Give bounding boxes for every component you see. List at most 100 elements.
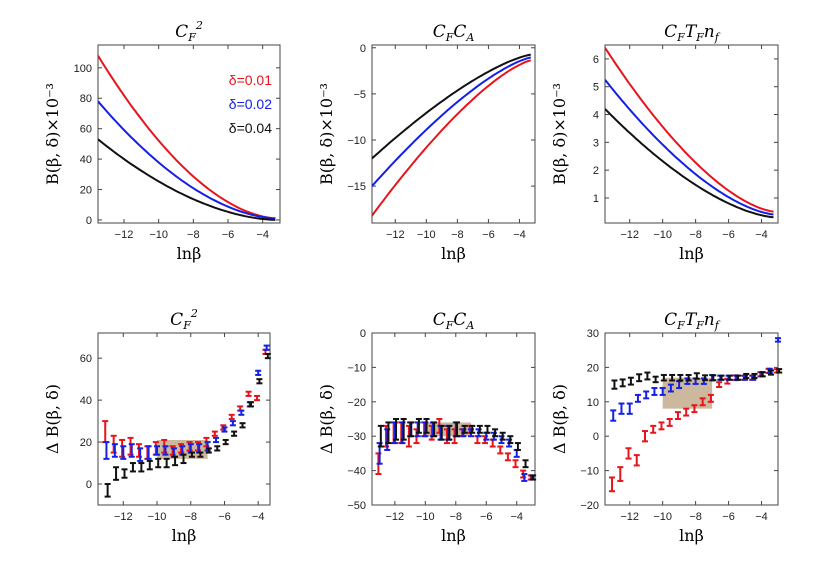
- error-bar-point: [474, 435, 481, 445]
- error-bar-point: [228, 413, 235, 420]
- y-tick-label: 2: [593, 165, 599, 177]
- y-tick-label: 20: [80, 437, 92, 449]
- x-tick-label: −8: [689, 511, 702, 523]
- panel-4: CF2 −12 −10 −8 −6 −4 0 20 40 60 lnβ Δ B(β, δ): [43, 307, 271, 545]
- error-bar-point: [423, 418, 430, 434]
- x-tick-label: −8: [451, 229, 464, 241]
- error-bar-point: [497, 445, 504, 455]
- panel-title: CFTFnf: [664, 22, 721, 44]
- x-tick-label: −8: [689, 229, 702, 241]
- error-bar-point: [669, 373, 676, 382]
- error-bar-point: [659, 387, 666, 396]
- error-bar-point: [214, 445, 221, 452]
- y-tick-label: 0: [86, 479, 92, 491]
- error-bar-point: [658, 421, 665, 431]
- plot-frame: [604, 44, 779, 224]
- y-tick-label: 30: [587, 328, 599, 340]
- y-axis-label: Δ B(β, δ): [43, 384, 62, 454]
- error-bar-point: [385, 421, 392, 445]
- error-bar-point: [677, 373, 684, 382]
- y-tick-label: 20: [80, 185, 92, 197]
- y-tick-label: −50: [347, 500, 366, 512]
- error-bar-point: [735, 374, 742, 381]
- error-bar-point: [180, 453, 187, 465]
- y-tick-label: 4: [593, 110, 599, 122]
- y-tick-label: 80: [80, 93, 92, 105]
- x-tick-label: −6: [722, 511, 735, 523]
- error-bar-point: [660, 373, 667, 382]
- error-bar-point: [641, 430, 648, 443]
- error-bar-point: [707, 393, 714, 403]
- panel-title: CFTFnf: [664, 310, 721, 332]
- x-axis-label: lnβ: [177, 244, 202, 263]
- y-tick-label: 0: [593, 431, 599, 443]
- error-bar-point: [197, 451, 204, 458]
- error-bar-point: [113, 466, 120, 481]
- series-line-2: [98, 100, 276, 220]
- plot-frame: [371, 44, 536, 224]
- x-tick-label: −4: [755, 229, 768, 241]
- y-axis-label: B(β, δ)×10⁻³: [550, 83, 569, 185]
- error-bar-point: [163, 457, 170, 469]
- error-bar-point: [222, 438, 229, 446]
- error-bar-point: [530, 474, 537, 481]
- error-bar-point: [431, 421, 438, 438]
- error-bar-point: [446, 424, 453, 441]
- x-tick-label: −10: [148, 511, 167, 523]
- y-tick-label: 3: [593, 137, 599, 149]
- panel-title: CFCA: [433, 22, 475, 44]
- error-bar-point: [776, 368, 783, 374]
- error-bar-point: [492, 428, 499, 438]
- series-line-1: [605, 47, 774, 213]
- series-line-1: [372, 59, 532, 217]
- x-tick-label: −4: [252, 511, 265, 523]
- error-bar-point: [759, 371, 766, 378]
- x-axis-label: lnβ: [441, 244, 466, 263]
- error-bar-point: [775, 337, 781, 343]
- error-bar-point: [513, 448, 520, 458]
- error-bar-point: [263, 344, 270, 351]
- error-bar-point: [229, 420, 236, 427]
- error-bar-point: [627, 376, 634, 386]
- x-tick-label: −10: [416, 511, 435, 523]
- x-axis-label: lnβ: [172, 526, 197, 545]
- y-tick-label: −20: [580, 500, 599, 512]
- series-line-2: [605, 79, 774, 216]
- error-bar-point: [111, 443, 118, 458]
- error-bar-point: [103, 441, 110, 460]
- error-bar-point: [129, 462, 136, 473]
- error-bar-point: [504, 452, 511, 462]
- x-axis-label: lnβ: [679, 244, 704, 263]
- y-tick-label: −10: [347, 135, 366, 147]
- panel-3: CFTFnf −12 −10 −8 −6 −4 1 2 3 4 5 6 lnβ B(β, δ)×10⁻³: [550, 22, 779, 263]
- error-bar-point: [377, 424, 384, 448]
- error-bar-point: [239, 422, 246, 429]
- error-bar-point: [211, 430, 218, 437]
- y-axis-label: B(β, δ)×10⁻³: [317, 83, 336, 185]
- error-bar-point: [499, 431, 506, 441]
- x-tick-label: −12: [114, 511, 133, 523]
- error-bar-point: [408, 421, 415, 438]
- error-bar-point: [489, 438, 496, 448]
- error-bar-point: [716, 381, 723, 389]
- error-bar-point: [619, 378, 626, 388]
- x-tick-label: −12: [386, 229, 405, 241]
- error-bar-point: [231, 430, 238, 437]
- error-bar-point: [507, 435, 514, 445]
- y-tick-label: 0: [360, 43, 366, 55]
- error-bar-point: [618, 402, 625, 415]
- x-tick-label: −8: [187, 229, 200, 241]
- error-bar-point: [650, 424, 657, 434]
- error-bar-point: [726, 374, 733, 381]
- y-tick-label: −15: [347, 181, 366, 193]
- error-bar-point: [162, 445, 169, 456]
- error-bar-point: [667, 383, 674, 393]
- panel-title: CF2: [175, 19, 203, 44]
- error-bar-point: [634, 393, 641, 403]
- x-tick-label: −4: [510, 511, 523, 523]
- x-tick-label: −6: [482, 229, 495, 241]
- series-line-3: [605, 108, 774, 219]
